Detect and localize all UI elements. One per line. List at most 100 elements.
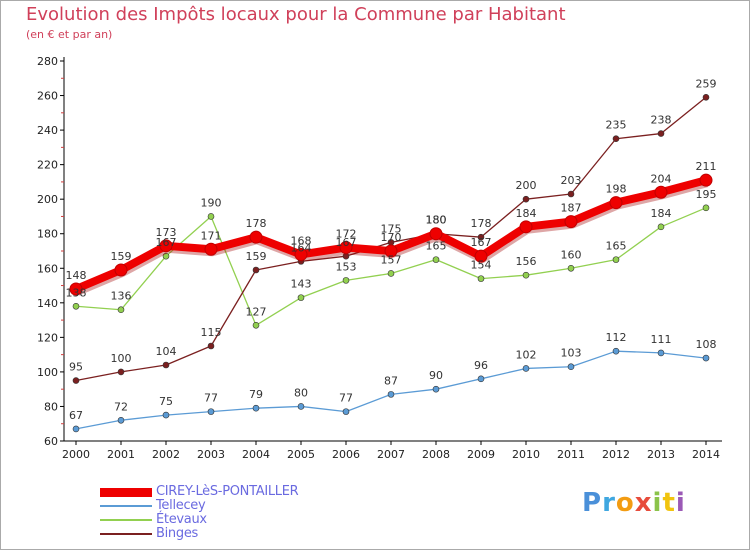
y-tick-label: 240	[37, 124, 58, 137]
data-point	[252, 404, 260, 412]
data-label: 159	[246, 250, 267, 263]
data-label: 111	[651, 333, 672, 346]
x-tick-label: 2006	[332, 448, 360, 461]
data-label: 171	[201, 229, 222, 242]
data-label: 127	[246, 305, 267, 318]
x-tick-label: 2003	[197, 448, 225, 461]
data-label: 102	[516, 348, 537, 361]
data-point	[117, 368, 125, 376]
data-label: 180	[426, 214, 447, 227]
x-tick-label: 2012	[602, 448, 630, 461]
data-label: 211	[696, 160, 717, 173]
data-label: 235	[606, 119, 627, 132]
data-point	[387, 391, 395, 398]
x-tick-label: 2010	[512, 448, 540, 461]
data-label: 100	[111, 352, 132, 365]
logo-letter: x	[634, 488, 653, 518]
y-tick-label: 80	[44, 400, 58, 413]
x-tick-label: 2004	[242, 448, 270, 461]
data-point	[432, 385, 440, 393]
data-label: 259	[696, 77, 717, 90]
data-point	[474, 249, 488, 263]
logo-letter: i	[652, 488, 663, 518]
data-label: 160	[561, 248, 582, 261]
y-tick-label: 220	[37, 159, 58, 172]
data-label: 143	[291, 278, 312, 291]
data-point	[342, 277, 350, 284]
data-label: 165	[606, 240, 627, 253]
data-label: 184	[651, 207, 672, 220]
logo-letter: r	[602, 488, 616, 518]
data-point	[477, 275, 485, 282]
data-label: 178	[471, 217, 492, 230]
data-point	[249, 230, 263, 244]
data-point	[162, 361, 170, 369]
data-label: 154	[471, 259, 492, 272]
data-point	[162, 411, 170, 419]
chart-subtitle: (en € et par an)	[26, 28, 113, 41]
data-label: 138	[66, 286, 87, 299]
data-label: 172	[336, 228, 357, 241]
data-point	[702, 93, 710, 101]
data-label: 104	[156, 345, 177, 358]
data-point	[114, 263, 128, 277]
x-tick-label: 2009	[467, 448, 495, 461]
data-point	[72, 377, 80, 384]
data-point	[522, 365, 530, 372]
y-tick-label: 160	[37, 262, 58, 275]
data-label: 159	[111, 250, 132, 263]
legend-label-etevaux: Étevaux	[156, 512, 207, 527]
data-label: 238	[651, 114, 672, 127]
data-point	[702, 354, 710, 362]
data-label: 75	[159, 395, 173, 408]
data-label: 167	[336, 236, 357, 249]
x-tick-label: 2002	[152, 448, 180, 461]
data-point	[612, 256, 620, 263]
data-label: 77	[339, 392, 353, 405]
y-tick-label: 200	[37, 193, 58, 206]
data-label: 112	[606, 331, 627, 344]
data-point	[564, 215, 578, 229]
data-point	[207, 213, 215, 220]
y-tick-label: 140	[37, 297, 58, 310]
y-tick-label: 260	[37, 90, 58, 103]
y-tick-label: 120	[37, 331, 58, 344]
data-label: 170	[381, 231, 402, 244]
data-point	[162, 252, 170, 260]
data-point	[339, 241, 353, 255]
legend-label-tellecey: Tellecey	[156, 498, 206, 513]
data-label: 175	[381, 222, 402, 235]
data-point	[252, 266, 260, 274]
data-point	[519, 220, 533, 234]
x-tick-label: 2001	[107, 448, 135, 461]
legend-item-cirey: CIREY-LèS-PONTAILLER	[100, 484, 360, 499]
data-label: 187	[561, 202, 582, 215]
logo-letter: t	[662, 488, 676, 518]
data-label: 77	[204, 392, 218, 405]
data-point	[294, 247, 308, 261]
y-tick-label: 100	[37, 366, 58, 379]
legend-swatch-tellecey	[100, 505, 152, 507]
legend-label-binges: Binges	[156, 526, 198, 541]
data-point	[204, 242, 218, 256]
data-label: 115	[201, 326, 222, 339]
data-label: 95	[69, 361, 83, 374]
data-point	[72, 425, 80, 433]
data-point	[297, 294, 305, 301]
legend-swatch-etevaux	[100, 519, 152, 521]
data-point	[387, 270, 395, 277]
y-tick-label: 60	[44, 435, 58, 448]
data-point	[297, 403, 305, 410]
x-tick-label: 2013	[647, 448, 675, 461]
data-point	[702, 204, 710, 212]
data-point	[657, 130, 665, 137]
data-point	[522, 271, 530, 279]
data-label: 167	[156, 236, 177, 249]
data-label: 108	[696, 338, 717, 351]
data-label: 195	[696, 188, 717, 201]
logo-letter: i	[675, 488, 686, 518]
data-point	[567, 190, 575, 198]
data-point	[612, 135, 620, 143]
data-point	[657, 349, 665, 357]
data-point	[477, 375, 485, 383]
